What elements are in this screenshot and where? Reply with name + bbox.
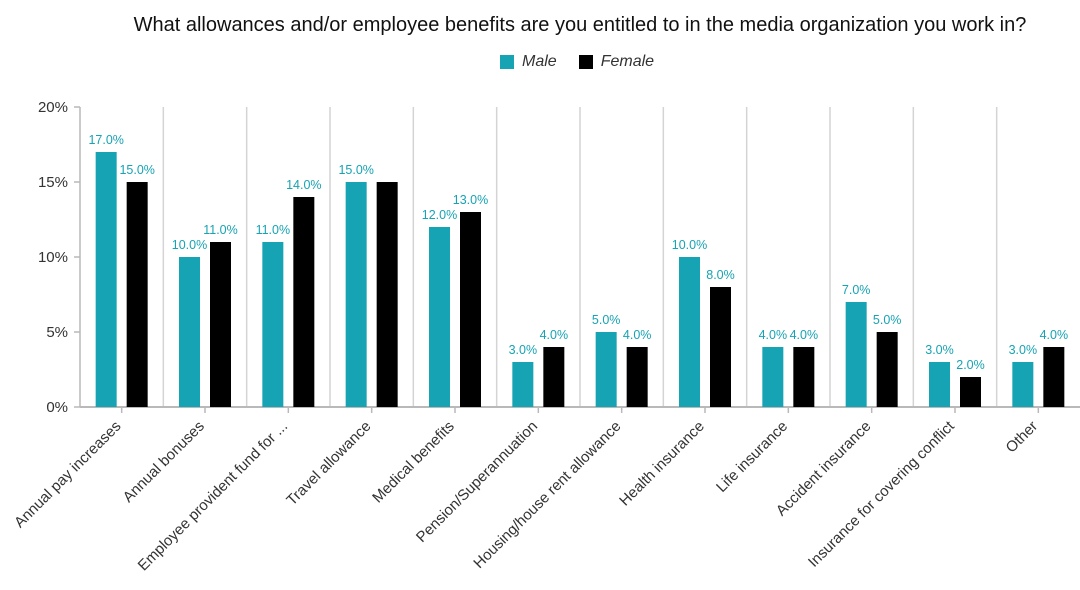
- data-label-female: 4.0%: [623, 328, 652, 342]
- category-label: Employee provident fund for ...: [135, 418, 291, 574]
- bar-male: [512, 362, 534, 407]
- data-label-male: 3.0%: [1009, 343, 1038, 357]
- data-label-male: 12.0%: [422, 208, 457, 222]
- category-label: Life insurance: [713, 418, 791, 496]
- legend-swatch-male: [500, 55, 514, 69]
- legend-swatch-female: [578, 55, 593, 69]
- bar-male: [762, 347, 784, 407]
- bar-female: [960, 377, 981, 407]
- data-label-male: 17.0%: [88, 133, 123, 147]
- data-label-male: 3.0%: [509, 343, 538, 357]
- bar-male: [679, 257, 700, 407]
- bar-female: [210, 242, 231, 407]
- data-label-female: 15.0%: [119, 163, 154, 177]
- data-label-female: 8.0%: [706, 268, 735, 282]
- data-label-male: 3.0%: [925, 343, 954, 357]
- bar-female: [293, 197, 315, 407]
- bar-male: [1012, 362, 1034, 407]
- legend-label-male: Male: [522, 53, 557, 70]
- bar-male: [345, 182, 367, 407]
- data-label-female: 11.0%: [203, 223, 238, 237]
- category-label: Housing/house rent allowance: [470, 418, 624, 572]
- category-label: Medical benefits: [369, 418, 458, 507]
- y-tick-label: 10%: [38, 249, 68, 266]
- bar-male: [595, 332, 617, 407]
- bar-female: [876, 332, 898, 407]
- category-label: Insurance for covering conflict: [805, 417, 959, 571]
- data-label-female: 5.0%: [873, 313, 902, 327]
- bar-male: [929, 362, 950, 407]
- data-label-male: 4.0%: [759, 328, 788, 342]
- legend: Male Female: [500, 53, 676, 71]
- data-label-female: 14.0%: [286, 178, 321, 192]
- data-label-male: 11.0%: [256, 223, 291, 237]
- bar-female: [460, 212, 481, 407]
- y-tick-label: 15%: [38, 174, 68, 191]
- chart-title: What allowances and/or employee benefits…: [133, 14, 1027, 36]
- data-label-female: 4.0%: [540, 328, 569, 342]
- bar-female: [626, 347, 648, 407]
- data-label-male: 10.0%: [672, 238, 707, 252]
- bar-male: [95, 152, 117, 407]
- bar-female: [793, 347, 815, 407]
- data-label-female: 2.0%: [956, 358, 985, 372]
- data-label-female: 13.0%: [453, 193, 488, 207]
- category-label: Travel allowance: [283, 418, 374, 509]
- bar-female: [1043, 347, 1065, 407]
- data-label-male: 15.0%: [338, 163, 373, 177]
- category-label: Annual bonuses: [120, 418, 208, 506]
- bar-female: [710, 287, 731, 407]
- bar-male: [429, 227, 450, 407]
- bar-female: [126, 182, 148, 407]
- bar-female: [543, 347, 565, 407]
- legend-item-male: Male: [500, 53, 557, 71]
- bar-male: [179, 257, 200, 407]
- category-label: Health insurance: [616, 418, 708, 510]
- data-label-male: 5.0%: [592, 313, 621, 327]
- legend-label-female: Female: [600, 53, 655, 70]
- bar-male: [262, 242, 284, 407]
- y-tick-label: 5%: [46, 324, 68, 341]
- bar-female: [376, 182, 398, 407]
- y-tick-label: 20%: [38, 99, 68, 116]
- data-label-female: 4.0%: [790, 328, 819, 342]
- data-label-female: 4.0%: [1040, 328, 1069, 342]
- data-label-male: 10.0%: [172, 238, 207, 252]
- bar-male: [845, 302, 867, 407]
- data-label-male: 7.0%: [842, 283, 871, 297]
- y-tick-label: 0%: [46, 399, 68, 416]
- category-label: Other: [1003, 418, 1042, 457]
- legend-item-female: Female: [578, 53, 655, 71]
- category-label: Annual pay increases: [11, 418, 124, 531]
